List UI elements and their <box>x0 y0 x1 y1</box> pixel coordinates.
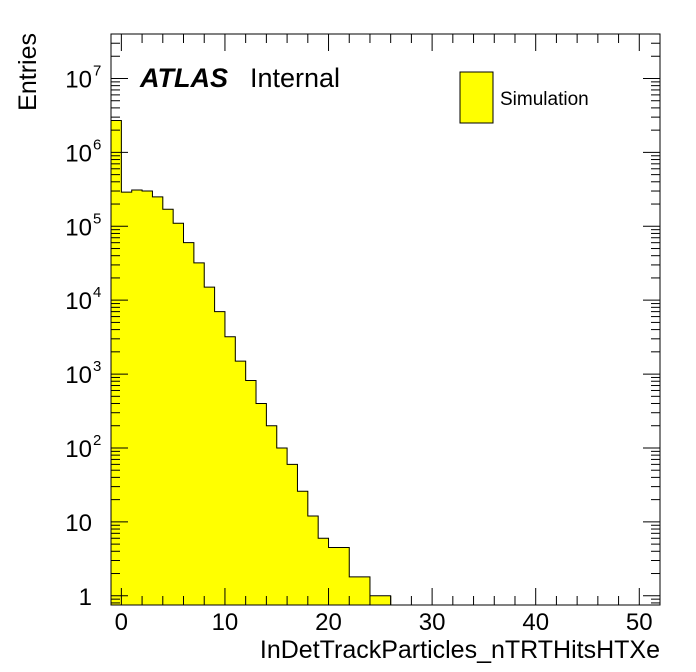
histogram-bar <box>224 336 236 605</box>
y-tick-label: 10 <box>65 288 92 315</box>
histogram-bar <box>307 516 319 605</box>
x-tick-label: 50 <box>626 609 653 636</box>
histogram-bar <box>297 491 309 605</box>
plot-frame <box>110 33 661 606</box>
histogram-bar <box>245 380 257 605</box>
x-tick-label: 40 <box>522 609 549 636</box>
histogram-bar <box>349 576 361 605</box>
histogram-bar <box>173 223 185 605</box>
x-tick-label: 0 <box>115 609 128 636</box>
histogram-bar <box>235 361 247 605</box>
histogram-bar <box>328 547 340 605</box>
histogram-bar <box>287 464 298 605</box>
histogram-outline <box>111 120 392 605</box>
histogram-bar <box>266 425 278 605</box>
y-tick-label: 10 <box>65 66 92 93</box>
histogram-bar <box>338 547 350 605</box>
y-axis-title: Entries <box>14 33 42 111</box>
y-tick-exponent: 5 <box>93 210 101 227</box>
histogram-bar <box>204 287 216 605</box>
y-tick-exponent: 2 <box>93 432 101 449</box>
histogram-bar <box>369 595 381 605</box>
legend: Simulation <box>459 71 589 124</box>
y-tick-label: 10 <box>65 436 92 463</box>
y-tick-label: 1 <box>79 584 92 611</box>
histogram-bar <box>131 189 143 605</box>
histogram-bar <box>359 576 371 605</box>
histogram-bar <box>380 595 392 605</box>
y-tick-exponent: 7 <box>93 62 101 79</box>
histogram-bar <box>121 192 133 605</box>
axis-ticks <box>111 33 660 605</box>
x-axis-title: InDetTrackParticles_nTRTHitsHTXe <box>260 636 660 664</box>
atlas-label: ATLAS <box>139 63 228 93</box>
y-tick-exponent: 6 <box>93 136 101 153</box>
y-tick-label: 10 <box>65 140 92 167</box>
histogram-bar <box>256 403 267 605</box>
internal-label: Internal <box>250 63 340 93</box>
y-tick-label: 10 <box>65 362 92 389</box>
histogram-bar <box>193 262 205 605</box>
x-tick-label: 30 <box>419 609 446 636</box>
x-tick-label: 20 <box>315 609 342 636</box>
y-tick-exponent: 4 <box>93 284 101 301</box>
legend-swatch <box>459 71 494 124</box>
legend-label: Simulation <box>500 89 589 110</box>
histogram-bar <box>111 120 122 606</box>
histogram-bar <box>276 447 288 605</box>
x-tick-labels: 0 10 20 30 40 50 <box>115 609 653 636</box>
histogram-bars <box>111 120 392 606</box>
histogram-bar <box>162 209 174 605</box>
y-tick-exponent: 3 <box>93 358 101 375</box>
histogram-bar <box>214 311 226 605</box>
y-tick-label: 10 <box>65 214 92 241</box>
histogram-bar <box>183 242 195 605</box>
histogram-bar <box>142 191 153 605</box>
histogram-bar <box>152 196 164 606</box>
histogram-bar <box>318 538 330 605</box>
y-tick-label: 10 <box>65 510 92 537</box>
x-tick-label: 10 <box>212 609 239 636</box>
